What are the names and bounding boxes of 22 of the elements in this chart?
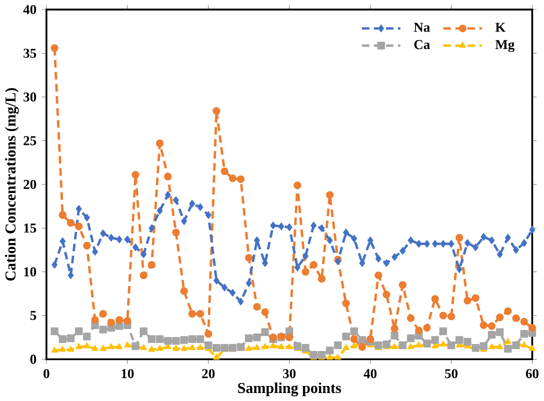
y-tick-label: 20 bbox=[24, 180, 36, 189]
y-tick-label: 0 bbox=[30, 354, 36, 364]
x-tick-label: 50 bbox=[445, 368, 458, 378]
x-tick-label: 0 bbox=[44, 368, 50, 378]
legend-label: K bbox=[495, 22, 506, 32]
x-tick-label: 40 bbox=[364, 368, 377, 378]
y-tick-label: 30 bbox=[24, 92, 36, 102]
y-tick-label: 35 bbox=[24, 48, 36, 58]
x-tick-label: 20 bbox=[202, 368, 215, 378]
legend-label: Na bbox=[414, 22, 430, 32]
y-tick-label: 5 bbox=[30, 310, 36, 320]
x-tick-label: 60 bbox=[526, 368, 538, 378]
legend-label: Ca bbox=[414, 40, 430, 49]
legend-label: Mg bbox=[495, 40, 515, 52]
x-axis-title: Sampling points bbox=[238, 382, 341, 396]
y-tick-label: 25 bbox=[24, 136, 36, 146]
x-tick-label: 10 bbox=[122, 368, 134, 378]
y-axis-title: Cation Concentrations (mg/L) bbox=[5, 88, 19, 280]
x-tick-label: 30 bbox=[283, 368, 296, 378]
y-tick-label: 40 bbox=[23, 4, 36, 14]
y-tick-label: 10 bbox=[24, 267, 36, 276]
y-tick-label: 15 bbox=[24, 223, 36, 233]
